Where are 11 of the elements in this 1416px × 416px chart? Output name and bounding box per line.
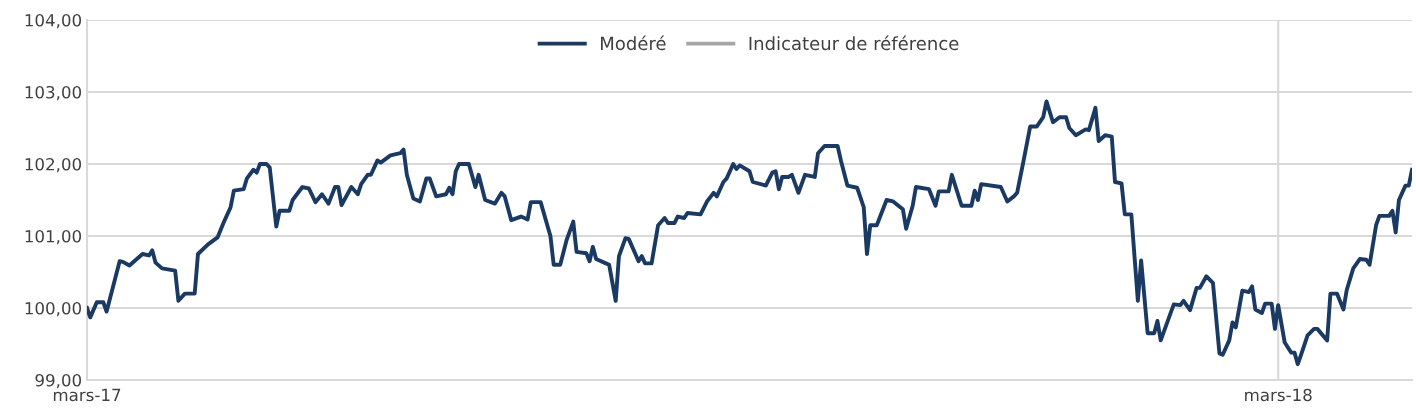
x-tick-label: mars-17 — [53, 388, 121, 402]
y-tick-label: 103,00 — [25, 85, 82, 101]
y-tick-label: 102,00 — [25, 157, 82, 173]
y-tick-label: 104,00 — [25, 13, 82, 29]
line-series — [87, 99, 1412, 367]
legend-label: Modéré — [601, 35, 666, 51]
y-tick-label: 100,00 — [25, 301, 82, 317]
y-tick-label: 99,00 — [35, 373, 82, 389]
x-tick-label: mars-18 — [1245, 388, 1312, 402]
y-tick-label: 101,00 — [25, 229, 82, 245]
legend-label: Indicateur de référence — [749, 35, 959, 51]
